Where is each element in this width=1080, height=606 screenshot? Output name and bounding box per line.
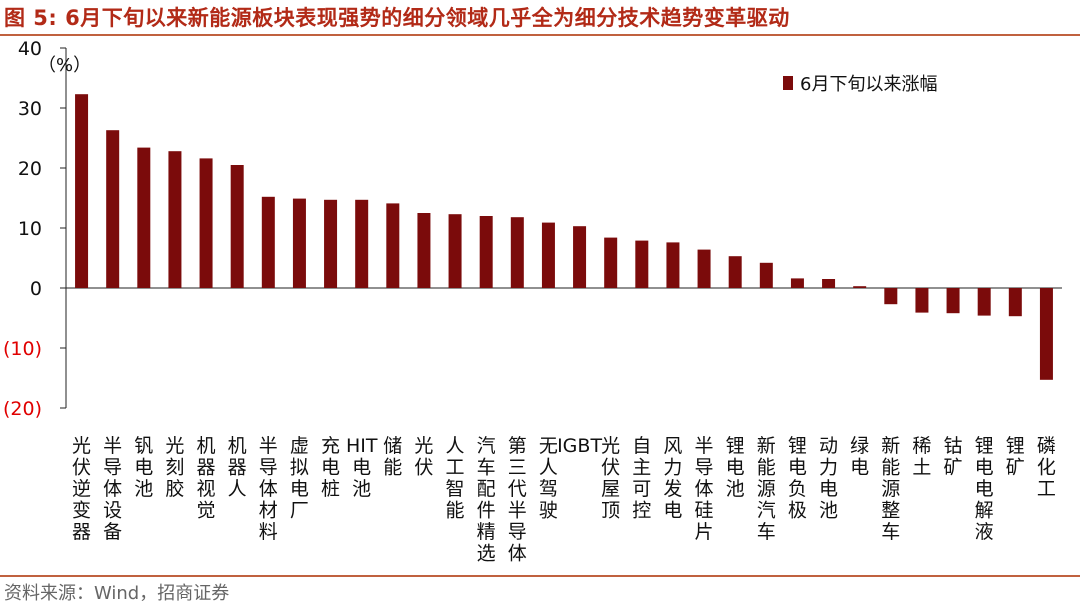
bar bbox=[510, 217, 524, 288]
bar bbox=[106, 130, 120, 288]
figure-title: 图 5: 6月下旬以来新能源板块表现强势的细分领域几乎全为细分技术趋势变革驱动 bbox=[4, 6, 790, 30]
y-tick-label: 10 bbox=[18, 218, 42, 240]
bar bbox=[479, 216, 493, 288]
bar bbox=[853, 286, 867, 288]
bar bbox=[448, 214, 462, 288]
x-tick-label: 汽车配件精选 bbox=[477, 435, 496, 565]
bar bbox=[573, 226, 587, 288]
title-divider bbox=[0, 34, 1080, 36]
x-tick-label: 磷化工 bbox=[1037, 435, 1056, 500]
x-tick-label: 储能 bbox=[383, 435, 402, 479]
y-tick-label: 20 bbox=[18, 158, 42, 180]
x-tick-label: 虚拟电厂 bbox=[290, 435, 309, 522]
bar bbox=[355, 199, 369, 288]
x-tick-label: 锂矿 bbox=[1006, 435, 1025, 479]
y-tick-label: (20) bbox=[3, 398, 42, 420]
bar bbox=[292, 198, 306, 288]
x-tick-label: 半导体硅片 bbox=[695, 435, 714, 543]
y-tick-label: (10) bbox=[3, 338, 42, 360]
legend-label: 6月下旬以来涨幅 bbox=[800, 74, 937, 95]
x-tick-label: IGBT bbox=[557, 435, 602, 457]
bar bbox=[324, 199, 338, 288]
x-tick-label: 机器视觉 bbox=[197, 435, 216, 522]
bar bbox=[386, 203, 400, 288]
x-tick-label: HIT 电池 bbox=[346, 435, 378, 500]
bar bbox=[1008, 288, 1022, 317]
bar bbox=[604, 237, 618, 288]
y-tick-label: 30 bbox=[18, 98, 42, 120]
y-axis-unit-label: （%） bbox=[38, 55, 91, 76]
y-tick-label: 0 bbox=[30, 278, 42, 300]
x-tick-label: 自主可控 bbox=[632, 435, 651, 522]
x-tick-label: 钒电池 bbox=[134, 435, 153, 500]
bar bbox=[666, 242, 680, 288]
source-note: 资料来源：Wind，招商证券 bbox=[4, 583, 230, 604]
bar bbox=[230, 165, 244, 288]
bar bbox=[417, 213, 431, 288]
bar bbox=[75, 94, 89, 288]
figure-header: 图 5: 6月下旬以来新能源板块表现强势的细分领域几乎全为细分技术趋势变革驱动 bbox=[0, 0, 1080, 36]
x-tick-label: 无人驾驶 bbox=[539, 435, 558, 522]
x-tick-label: 光刻胶 bbox=[165, 435, 184, 500]
bar bbox=[261, 196, 275, 288]
bar bbox=[635, 240, 649, 288]
x-tick-label: 稀土 bbox=[912, 435, 931, 479]
x-tick-label: 光伏 bbox=[414, 435, 433, 479]
x-tick-label: 充电桩 bbox=[321, 435, 340, 500]
x-tick-label: 动力电池 bbox=[819, 435, 838, 522]
x-tick-label: 人工智能 bbox=[446, 435, 465, 522]
x-tick-label: 风力发电 bbox=[663, 435, 682, 522]
bar-chart: 40 30 20 10 0 (10) (20) （%） 光伏逆变器半导体设备钒电池光刻胶机器视觉… bbox=[3, 38, 1062, 565]
x-tick-label: 新能源汽车 bbox=[757, 435, 776, 543]
bar bbox=[168, 151, 182, 288]
bar bbox=[822, 279, 836, 288]
bar bbox=[977, 288, 991, 316]
x-tick-label: 第三代半导体 bbox=[508, 435, 527, 565]
x-tick-label: 机器人 bbox=[228, 435, 247, 500]
x-tick-label: 锂电池 bbox=[726, 435, 745, 500]
x-tick-label: 新能源整车 bbox=[881, 435, 900, 543]
bar bbox=[1039, 288, 1053, 380]
bar bbox=[946, 288, 960, 314]
x-tick-label: 绿电 bbox=[850, 435, 869, 479]
x-tick-label: 锂电电解液 bbox=[975, 435, 994, 543]
bar bbox=[884, 288, 898, 305]
y-tick-label: 40 bbox=[18, 38, 42, 60]
bar bbox=[697, 249, 711, 288]
x-tick-label: 钴矿 bbox=[944, 435, 963, 479]
bar bbox=[759, 262, 773, 288]
legend-swatch bbox=[783, 76, 793, 90]
x-tick-label: 光伏屋顶 bbox=[601, 435, 620, 522]
x-tick-label: 半导体材料 bbox=[259, 435, 278, 543]
bar bbox=[915, 288, 929, 313]
x-tick-label: 半导体设备 bbox=[103, 435, 122, 543]
bar bbox=[199, 158, 213, 288]
bar bbox=[728, 256, 742, 288]
bar bbox=[137, 147, 151, 288]
x-tick-label: 锂电负极 bbox=[788, 435, 807, 522]
bar bbox=[541, 222, 555, 288]
x-tick-label: 光伏逆变器 bbox=[72, 435, 91, 543]
source-divider bbox=[0, 575, 1080, 577]
bar bbox=[790, 278, 804, 288]
